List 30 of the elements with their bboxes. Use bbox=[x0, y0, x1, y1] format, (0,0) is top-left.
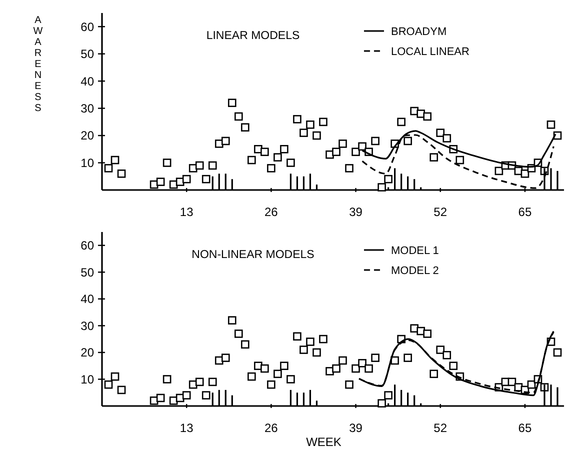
x-tick-label: 52 bbox=[434, 421, 448, 435]
y-tick-label: 30 bbox=[80, 318, 94, 333]
legend-label: MODEL 2 bbox=[391, 264, 439, 277]
y-tick-label: 50 bbox=[80, 265, 94, 280]
x-tick-label: 26 bbox=[264, 205, 278, 219]
text: LINEAR MODELS bbox=[206, 30, 300, 42]
y-tick-label: 40 bbox=[80, 74, 94, 88]
y-tick-label: 30 bbox=[80, 102, 94, 116]
legend-label: BROADYM bbox=[391, 26, 447, 38]
x-tick-label: 65 bbox=[518, 421, 532, 435]
x-tick-label: 52 bbox=[434, 205, 448, 219]
legend-label: MODEL 1 bbox=[391, 244, 439, 257]
y-tick-label: 10 bbox=[80, 372, 94, 386]
y-tick-label: 50 bbox=[80, 47, 94, 62]
y-tick-label: 40 bbox=[80, 292, 94, 306]
y-tick-label: 10 bbox=[80, 156, 94, 170]
y-tick-label: 20 bbox=[80, 128, 94, 143]
y-tick-label: 60 bbox=[80, 20, 94, 34]
y-axis-title: AWARENESS bbox=[32, 15, 44, 114]
legend-label: LOCAL LINEAR bbox=[391, 46, 470, 58]
x-tick-label: 26 bbox=[264, 421, 278, 435]
x-tick-label: 39 bbox=[349, 421, 363, 435]
x-tick-label: 13 bbox=[180, 205, 194, 219]
x-tick-label: 13 bbox=[180, 421, 194, 435]
x-tick-label: 65 bbox=[518, 205, 532, 219]
x-tick-label: 39 bbox=[349, 205, 363, 219]
y-tick-label: 20 bbox=[80, 346, 94, 360]
text: NON-LINEAR MODELS bbox=[192, 249, 315, 261]
x-axis-title: WEEK bbox=[306, 435, 342, 449]
y-tick-label: 60 bbox=[80, 238, 94, 253]
